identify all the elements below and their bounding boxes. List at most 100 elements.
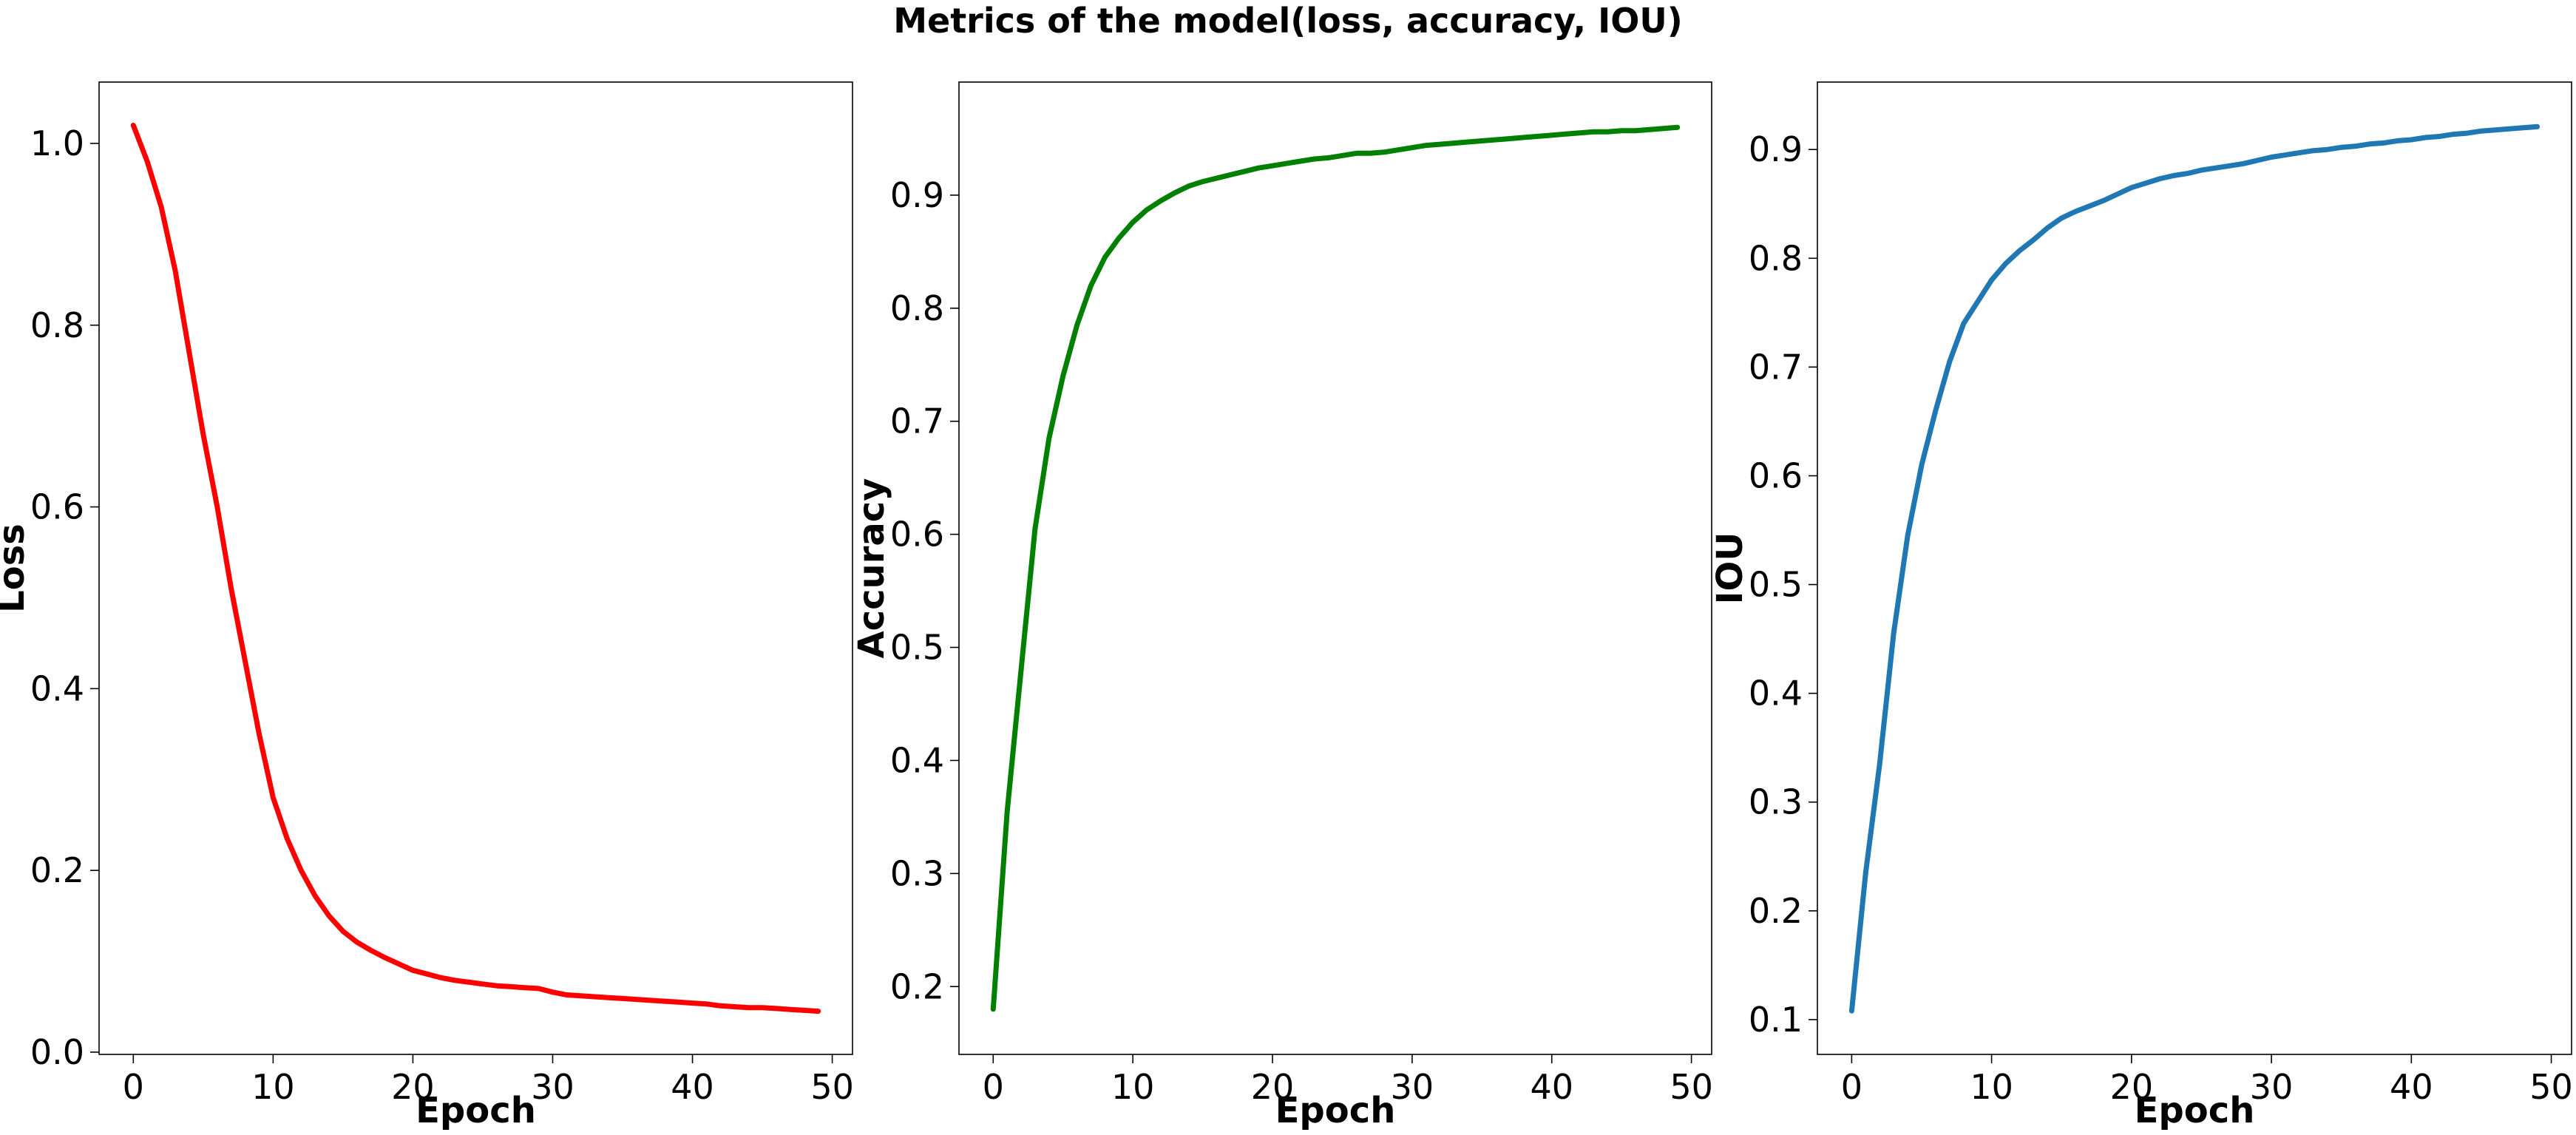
loss-point-9	[257, 731, 262, 736]
loss-point-36	[634, 997, 639, 1002]
iou-point-48	[2521, 125, 2526, 130]
iou-y-tick-label: 0.1	[1749, 1000, 1803, 1040]
accuracy-y-tick-label: 0.4	[890, 740, 944, 780]
accuracy-axes-frame	[958, 81, 1712, 1055]
loss-point-24	[467, 980, 472, 985]
loss-x-tick-label: 50	[810, 1067, 854, 1107]
accuracy-point-31	[1423, 143, 1428, 148]
iou-point-14	[2045, 226, 2050, 231]
iou-point-1	[1863, 870, 1868, 875]
iou-point-9	[1975, 299, 1980, 305]
iou-y-tick-label: 0.7	[1749, 347, 1803, 387]
iou-point-27	[2227, 163, 2232, 169]
iou-subplot: 0 10 20 30 40 50 0.1 0.2 0.3 0.4 0.5 0.6 0.7 0.8 0.9 Ep…	[1709, 81, 2573, 1131]
accuracy-point-20	[1270, 163, 1275, 169]
iou-point-12	[2017, 248, 2022, 254]
accuracy-point-29	[1396, 147, 1401, 152]
loss-point-41	[704, 1001, 709, 1006]
accuracy-point-39	[1535, 134, 1540, 139]
iou-point-6	[1933, 408, 1938, 413]
accuracy-y-tick-label: 0.7	[890, 402, 944, 441]
accuracy-point-38	[1522, 135, 1527, 140]
loss-x-tick-label: 40	[671, 1067, 714, 1107]
iou-point-8	[1961, 321, 1966, 326]
loss-point-46	[774, 1006, 779, 1011]
iou-x-tick-label: 10	[1970, 1067, 2013, 1107]
loss-point-35	[620, 996, 626, 1001]
accuracy-point-11	[1145, 207, 1150, 212]
accuracy-point-13	[1172, 190, 1177, 195]
loss-point-21	[424, 972, 430, 977]
loss-axes-frame	[98, 81, 853, 1055]
iou-point-40	[2409, 138, 2414, 143]
iou-point-46	[2492, 127, 2498, 132]
iou-y-axis-label: IOU	[1709, 532, 1751, 605]
accuracy-point-22	[1298, 159, 1303, 164]
loss-point-40	[690, 1000, 695, 1006]
loss-point-47	[787, 1007, 793, 1012]
iou-y-tick-label: 0.2	[1749, 891, 1803, 931]
iou-x-tick-label: 20	[2110, 1067, 2154, 1107]
iou-axes-frame	[1817, 81, 2572, 1055]
iou-point-15	[2059, 215, 2064, 220]
loss-point-20	[410, 968, 416, 973]
iou-y-tick-label: 0.9	[1749, 129, 1803, 169]
iou-x-axis-label: Epoch	[2135, 1090, 2255, 1131]
accuracy-x-tick-label: 50	[1670, 1067, 1713, 1107]
loss-point-45	[760, 1005, 765, 1010]
accuracy-point-6	[1074, 322, 1079, 328]
accuracy-point-0	[991, 1006, 996, 1012]
iou-point-32	[2297, 150, 2302, 155]
loss-y-tick-label: 0.0	[30, 1032, 84, 1072]
loss-point-33	[592, 995, 597, 1000]
iou-y-tick-label: 0.5	[1749, 565, 1803, 605]
accuracy-point-12	[1158, 198, 1163, 203]
accuracy-point-26	[1354, 151, 1359, 156]
iou-point-29	[2255, 157, 2260, 163]
loss-y-tick-label: 0.6	[30, 487, 84, 527]
accuracy-point-9	[1116, 236, 1122, 241]
loss-point-6	[214, 504, 220, 509]
iou-point-34	[2325, 147, 2330, 152]
accuracy-point-1	[1005, 809, 1010, 814]
iou-point-44	[2465, 131, 2470, 136]
loss-point-28	[522, 985, 527, 990]
iou-point-45	[2478, 129, 2484, 134]
iou-point-18	[2101, 198, 2106, 203]
accuracy-point-5	[1060, 373, 1065, 379]
iou-point-4	[1905, 533, 1911, 538]
loss-y-tick-label: 1.0	[30, 123, 84, 163]
loss-point-30	[550, 989, 555, 995]
accuracy-point-43	[1591, 129, 1596, 135]
accuracy-y-tick-label: 0.6	[890, 515, 944, 555]
loss-point-42	[718, 1003, 723, 1009]
accuracy-y-tick-label: 0.8	[890, 288, 944, 328]
loss-x-tick-label: 10	[251, 1067, 295, 1107]
iou-point-28	[2241, 161, 2246, 166]
loss-point-8	[243, 659, 248, 664]
accuracy-y-tick-label: 0.9	[890, 175, 944, 215]
accuracy-x-tick-label: 10	[1111, 1067, 1155, 1107]
iou-point-3	[1891, 631, 1897, 636]
iou-point-5	[1919, 462, 1925, 467]
iou-point-16	[2073, 209, 2078, 214]
accuracy-point-21	[1284, 161, 1289, 166]
loss-point-18	[382, 955, 387, 960]
loss-y-tick-label: 0.2	[30, 850, 84, 890]
iou-point-37	[2367, 141, 2372, 146]
loss-point-49	[816, 1009, 821, 1014]
accuracy-subplot: 0 10 20 30 40 50 0.2 0.3 0.4 0.5 0.6 0.7 0.8 0.9 Epoch…	[851, 81, 1713, 1131]
accuracy-y-tick-label: 0.3	[890, 853, 944, 893]
iou-x-tick-label: 0	[1841, 1067, 1862, 1107]
accuracy-point-16	[1214, 176, 1219, 181]
accuracy-point-4	[1046, 436, 1051, 441]
loss-point-2	[159, 205, 164, 210]
accuracy-point-25	[1340, 153, 1345, 158]
loss-y-tick-label: 0.4	[30, 668, 84, 708]
accuracy-point-30	[1409, 145, 1414, 150]
loss-point-32	[578, 993, 583, 998]
loss-point-11	[285, 836, 290, 841]
accuracy-point-42	[1577, 130, 1582, 135]
iou-point-49	[2535, 124, 2540, 129]
iou-y-tick-label: 0.8	[1749, 238, 1803, 278]
